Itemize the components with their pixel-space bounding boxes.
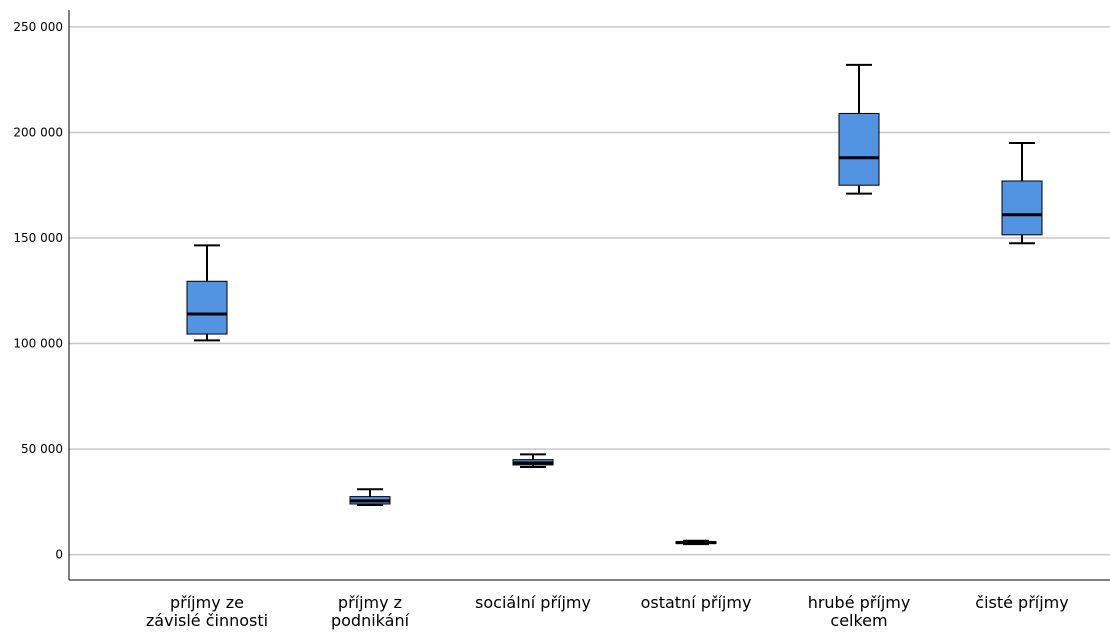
category-label-line: příjmy ze xyxy=(170,593,244,612)
box-3 xyxy=(512,453,554,469)
y-tick-label: 150 000 xyxy=(13,231,63,245)
category-label-line: hrubé příjmy xyxy=(808,593,911,612)
y-tick-label: 0 xyxy=(55,548,63,562)
category-label-line: čisté příjmy xyxy=(975,593,1068,612)
category-label-line: ostatní příjmy xyxy=(641,593,752,612)
box-6 xyxy=(1001,142,1043,245)
category-label: čisté příjmy xyxy=(975,593,1068,612)
y-tick-label: 100 000 xyxy=(13,337,63,351)
category-label: sociální příjmy xyxy=(475,593,591,612)
box-iqr xyxy=(1001,180,1043,236)
category-label: příjmy z podnikání xyxy=(331,593,410,630)
category-label-line: podnikání xyxy=(331,611,410,630)
box-5 xyxy=(838,63,880,195)
x-axis-category-labels: příjmy ze závislé činnosti příjmy z podniká… xyxy=(146,593,1069,630)
category-label-line: příjmy z xyxy=(338,593,402,612)
category-label-line: závislé činnosti xyxy=(146,611,268,630)
category-label-line: sociální příjmy xyxy=(475,593,591,612)
category-label-line: celkem xyxy=(830,611,887,630)
gridlines xyxy=(69,26,1110,556)
category-label: příjmy ze závislé činnosti xyxy=(146,593,268,630)
box-1 xyxy=(186,244,228,342)
box-2 xyxy=(349,488,391,507)
y-tick-label: 250 000 xyxy=(13,20,63,34)
y-tick-label: 50 000 xyxy=(21,442,63,456)
box-iqr xyxy=(838,112,880,186)
box-iqr xyxy=(186,280,228,335)
y-axis-tick-labels: 0 50 000 100 000 150 000 200 000 250 000 xyxy=(13,20,63,562)
box-4 xyxy=(675,539,717,546)
category-label: ostatní příjmy xyxy=(641,593,752,612)
category-label: hrubé příjmy celkem xyxy=(808,593,911,630)
box-series xyxy=(186,63,1043,546)
y-tick-label: 200 000 xyxy=(13,125,63,139)
